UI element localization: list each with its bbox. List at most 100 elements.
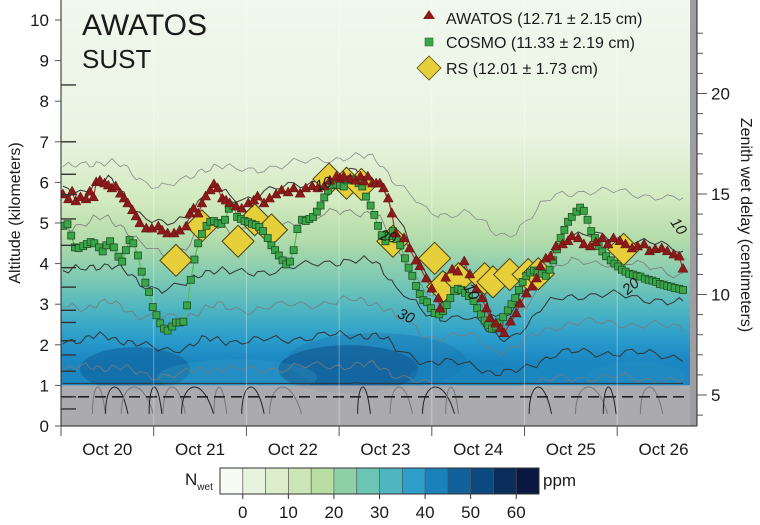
ground-contour (422, 386, 456, 414)
colorbar-tick-label: 20 (324, 503, 343, 522)
y2-tick-label: 20 (711, 85, 730, 104)
ground-contour (241, 386, 265, 414)
field-background (61, 0, 697, 386)
awatos-triangle-marker (61, 188, 69, 199)
cosmo-square-marker (316, 201, 325, 210)
cosmo-square-marker (583, 215, 592, 224)
rs-diamond-marker (417, 241, 452, 276)
cosmo-square-marker (374, 221, 382, 230)
colorbar-ticks: 0 10 20 30 40 50 60 (238, 494, 526, 522)
awatos-triangle-marker (505, 315, 517, 326)
colorbar-tick-label: 60 (507, 503, 526, 522)
awatos-triangle-marker (677, 262, 689, 273)
cosmo-square-marker (556, 234, 565, 242)
y-tick-label: 10 (30, 11, 49, 30)
awatos-triangle-marker (470, 283, 482, 294)
awatos-triangle-marker (230, 200, 242, 211)
cosmo-square-marker (152, 311, 161, 320)
awatos-triangle-marker (236, 202, 248, 213)
awatos-triangle-marker (192, 207, 204, 218)
awatos-triangle-marker (188, 202, 199, 213)
colorbar-label: Nwet (185, 470, 213, 493)
awatos-triangle-marker (180, 220, 192, 231)
awatos-triangle-marker (84, 185, 96, 196)
rs-diamond-marker (221, 224, 255, 258)
y-tick-label: 6 (40, 173, 49, 192)
cosmo-square-marker (263, 234, 272, 242)
series-layer (61, 162, 689, 338)
cosmo-square-marker (163, 326, 172, 335)
y-tick-label: 0 (40, 417, 49, 436)
colorbar-swatch (288, 468, 312, 494)
awatos-triangle-marker (224, 197, 236, 208)
ground-contour (528, 386, 553, 414)
y-tick-label: 4 (40, 255, 49, 274)
x-tick-label: Oct 26 (639, 440, 689, 459)
awatos-triangle-marker (75, 191, 86, 202)
colorbar-tick-label: 10 (279, 503, 298, 522)
right-axis-ticks: 5 10 15 20 (697, 32, 730, 416)
awatos-triangle-marker (545, 250, 556, 261)
y-axis-title: Altitude (kilometers) (7, 142, 24, 283)
cosmo-square-marker (587, 227, 596, 236)
x-tick-label: Oct 21 (175, 440, 225, 459)
y2-tick-label: 5 (711, 386, 720, 405)
below-ground-mask (61, 385, 697, 426)
left-axis-ticks: 0 1 2 3 4 5 6 7 8 9 10 (30, 11, 76, 436)
awatos-triangle-marker (196, 197, 208, 208)
awatos-triangle-marker (404, 242, 415, 253)
contour-label: 10 (459, 280, 482, 304)
awatos-triangle-marker (602, 238, 614, 249)
awatos-triangle-marker (200, 190, 212, 201)
awatos-triangle-marker (390, 227, 402, 238)
cosmo-square-marker (137, 267, 146, 276)
awatos-triangle-marker (398, 232, 410, 243)
awatos-triangle-marker (110, 180, 122, 191)
cosmo-square-marker (194, 239, 203, 248)
cosmo-square-marker (320, 193, 329, 202)
cosmo-square-marker (286, 257, 294, 266)
colorbar-label-subscript: wet (196, 482, 213, 493)
cosmo-square-marker (118, 257, 127, 266)
cosmo-square-marker (499, 313, 508, 322)
awatos-triangle-marker (252, 190, 263, 201)
awatos-triangle-marker (526, 280, 538, 291)
awatos-triangle-marker (306, 180, 318, 191)
awatos-triangle-marker (258, 197, 270, 208)
awatos-triangle-marker (596, 232, 608, 243)
ground-contour (213, 386, 228, 414)
awatos-triangle-marker (661, 245, 673, 256)
ground-contour (357, 386, 371, 414)
ground-contour (269, 386, 303, 414)
contour-line (62, 382, 683, 384)
cosmo-square-marker (545, 265, 554, 274)
legend-item-cosmo: COSMO (11.33 ± 2.19 cm) (424, 35, 635, 52)
colorbar-tick-label: 50 (461, 503, 480, 522)
awatos-triangle-marker (668, 248, 680, 259)
awatos-triangle-marker (458, 255, 470, 266)
legend-item-rs: RS (12.01 ± 1.73 cm) (416, 55, 598, 81)
cosmo-square-marker (560, 226, 569, 234)
legend-item-awatos: AWATOS (12.71 ± 2.15 cm) (423, 10, 642, 28)
ground-contour (104, 386, 129, 414)
awatos-triangle-marker (344, 172, 356, 183)
awatos-triangle-marker (481, 302, 492, 313)
y-tick-label: 2 (40, 336, 49, 355)
colorbar-swatch (447, 468, 471, 494)
right-edge-strip (690, 0, 697, 426)
ground-contour (602, 386, 617, 414)
x-tick-label: Oct 23 (360, 440, 410, 459)
cosmo-square-marker (679, 286, 687, 294)
colorbar-swatch (516, 468, 539, 494)
contour-line (62, 208, 684, 326)
legend: AWATOS (12.71 ± 2.15 cm) COSMO (11.33 ± … (416, 10, 642, 81)
contour-label: 10 (313, 173, 335, 195)
colorbar-swatch (265, 468, 289, 494)
awatos-triangle-marker (126, 204, 138, 215)
legend-label-awatos: AWATOS (12.71 ± 2.15 cm) (446, 11, 642, 28)
awatos-triangle-marker (531, 272, 542, 283)
awatos-triangle-marker (88, 191, 99, 202)
colorbar: Nwet 0 10 20 30 40 50 60 ppm (185, 467, 576, 522)
